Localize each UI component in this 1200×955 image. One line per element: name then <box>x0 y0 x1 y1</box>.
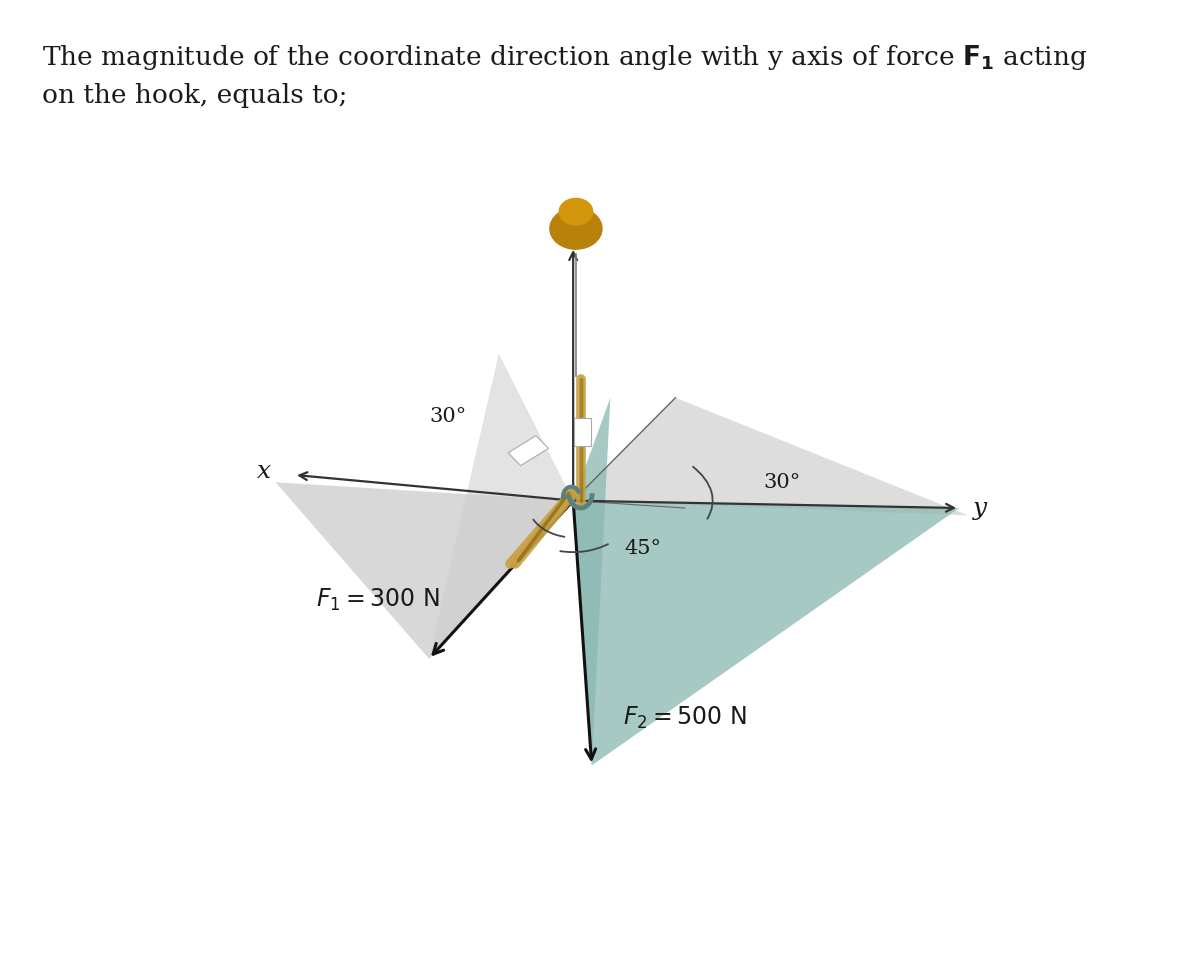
Text: 30°: 30° <box>428 407 467 426</box>
Text: z: z <box>562 211 575 234</box>
Polygon shape <box>574 397 968 516</box>
Circle shape <box>550 208 602 249</box>
Text: 30°: 30° <box>763 473 802 492</box>
Text: $F_1 = 300\ \mathrm{N}$: $F_1 = 300\ \mathrm{N}$ <box>316 586 440 613</box>
Text: 45°: 45° <box>624 539 661 558</box>
Polygon shape <box>430 353 574 659</box>
Circle shape <box>559 199 593 225</box>
Text: on the hook, equals to;: on the hook, equals to; <box>42 83 347 108</box>
Polygon shape <box>574 397 611 765</box>
Text: $F_2 = 500\ \mathrm{N}$: $F_2 = 500\ \mathrm{N}$ <box>623 705 746 731</box>
Bar <box>574 417 590 445</box>
Text: y: y <box>973 497 988 520</box>
Bar <box>508 435 548 466</box>
Text: The magnitude of the coordinate direction angle with y axis of force $\mathbf{F_: The magnitude of the coordinate directio… <box>42 43 1087 72</box>
Text: x: x <box>257 459 271 482</box>
Polygon shape <box>276 482 574 659</box>
Polygon shape <box>574 500 959 765</box>
